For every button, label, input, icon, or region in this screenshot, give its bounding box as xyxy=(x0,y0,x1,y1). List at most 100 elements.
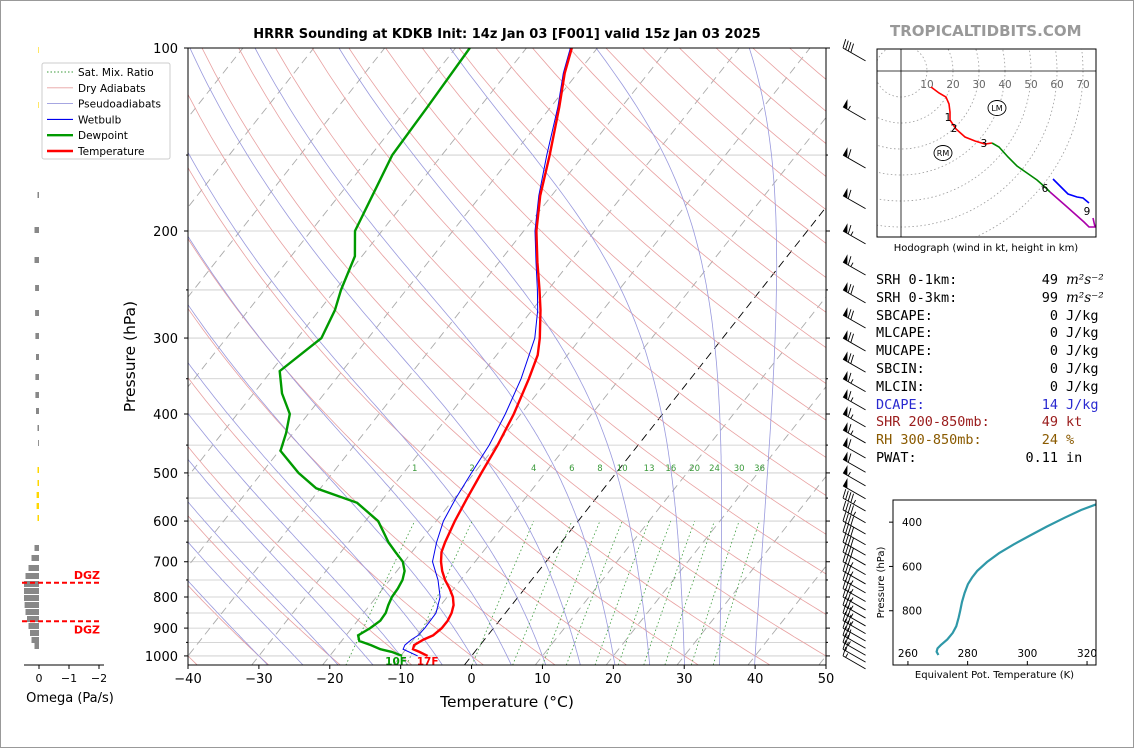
index-unit: % xyxy=(1066,432,1075,449)
barb-half xyxy=(853,499,857,505)
barb-full xyxy=(842,626,847,636)
barb-full xyxy=(847,525,852,535)
barb-full xyxy=(847,149,852,159)
hodograph-ring-label: 20 xyxy=(946,79,959,91)
omega-bar xyxy=(36,503,39,509)
wind-barb xyxy=(842,406,866,428)
barb-full xyxy=(850,285,854,295)
dry-adiabat xyxy=(201,48,826,657)
omega-bar xyxy=(38,440,39,446)
barb-full xyxy=(850,493,854,503)
pseudoadiabat xyxy=(748,48,778,665)
wind-barb xyxy=(842,465,866,487)
barb-full xyxy=(850,43,854,53)
barb-half xyxy=(850,613,854,618)
mixing-ratio-label: 4 xyxy=(531,464,536,474)
hodograph-trace xyxy=(1052,178,1090,204)
legend-entry: Temperature xyxy=(77,146,145,158)
pseudoadiabat xyxy=(188,412,409,665)
wind-barb xyxy=(842,451,866,473)
mixing-ratio-line xyxy=(690,520,740,665)
barb-half xyxy=(850,397,854,402)
barb-full xyxy=(847,536,852,546)
barb-staff xyxy=(842,596,866,611)
barb-full xyxy=(842,633,847,643)
pseudoadiabat xyxy=(188,501,339,665)
wind-barb xyxy=(842,99,866,121)
barb-full xyxy=(842,489,847,499)
barb-half xyxy=(850,231,854,236)
barb-full xyxy=(847,391,852,401)
y-tick-label: 500 xyxy=(153,467,178,482)
barb-flag xyxy=(843,370,848,382)
barb-flag xyxy=(843,147,848,158)
barb-full xyxy=(845,534,849,544)
mixing-ratio-label: 16 xyxy=(665,464,676,474)
pseudoadiabat xyxy=(449,48,685,665)
hodograph-height-label: 3 xyxy=(981,138,988,150)
isotherm xyxy=(188,48,527,478)
y-axis-label: Pressure (hPa) xyxy=(121,301,139,412)
barb-half xyxy=(853,511,857,517)
barb-staff xyxy=(842,520,866,535)
index-label: MUCAPE: xyxy=(876,343,933,360)
omega-bar xyxy=(31,555,39,561)
mixing-ratio-line xyxy=(345,520,416,665)
barb-full xyxy=(845,563,849,573)
storm-motion-label: LM xyxy=(991,104,1002,113)
pseudoadiabat xyxy=(188,151,547,665)
omega-bar xyxy=(28,565,39,571)
x-tick-label: 40 xyxy=(747,672,764,687)
wind-barb xyxy=(842,619,866,642)
x-tick-label: 30 xyxy=(676,672,693,687)
barb-staff xyxy=(842,551,866,566)
hodograph-height-label: 1 xyxy=(945,112,952,124)
theta-e-x-tick-label: 280 xyxy=(958,648,978,660)
x-tick-label: 10 xyxy=(534,672,551,687)
wind-barb xyxy=(842,437,866,459)
barb-full xyxy=(842,646,847,657)
index-label: RH 300-850mb: xyxy=(876,432,982,449)
omega-bar xyxy=(27,616,39,622)
dgz-label: DGZ xyxy=(74,623,100,636)
isotherm xyxy=(188,48,669,657)
temperature-line xyxy=(411,48,573,657)
storm-motion-label: RM xyxy=(937,149,950,158)
dry-adiabat xyxy=(188,376,485,665)
barb-full xyxy=(847,555,852,565)
omega-bar xyxy=(30,630,39,636)
barb-half xyxy=(850,562,854,567)
mixing-ratio-label: 6 xyxy=(569,464,574,474)
pseudoadiabat xyxy=(595,48,722,665)
surface-temperature-label: 17F xyxy=(417,656,439,668)
barb-staff xyxy=(842,641,866,656)
barb-full xyxy=(845,613,849,623)
index-row: SBCAPE: 0 J/kg xyxy=(876,308,1106,324)
wind-barb xyxy=(842,543,866,566)
y-tick-label: 400 xyxy=(153,408,178,423)
legend-entry: Pseudoadiabats xyxy=(78,99,161,111)
index-value: 0 xyxy=(1049,361,1058,377)
isotherm xyxy=(676,475,826,665)
x-tick-label: 20 xyxy=(605,672,622,687)
index-row: MLCAPE: 0 J/kg xyxy=(876,325,1106,341)
barb-staff xyxy=(842,588,866,602)
omega-bar xyxy=(34,643,39,649)
barb-full xyxy=(847,42,852,52)
barb-full xyxy=(842,562,847,572)
omega-bar xyxy=(35,374,39,380)
mixing-ratio-label: 24 xyxy=(709,464,720,474)
index-label: PWAT: xyxy=(876,450,917,466)
index-row: MLCIN: 0 J/kg xyxy=(876,379,1106,395)
omega-tick-label: −2 xyxy=(91,672,107,685)
barb-full xyxy=(842,522,847,532)
barb-full xyxy=(847,424,852,434)
barb-full xyxy=(842,500,847,510)
hodograph-plot: 10 20 30 40 50 60 70 12 3 6 9 LM RM xyxy=(877,49,1096,237)
index-value: 0 xyxy=(1049,343,1058,360)
barb-half xyxy=(850,580,854,585)
index-value: 0 xyxy=(1049,378,1058,395)
mixing-ratio-line xyxy=(512,520,573,665)
barb-flag xyxy=(843,282,848,293)
index-row: SRH 0-3km: 99 m²s⁻² xyxy=(876,290,1106,306)
